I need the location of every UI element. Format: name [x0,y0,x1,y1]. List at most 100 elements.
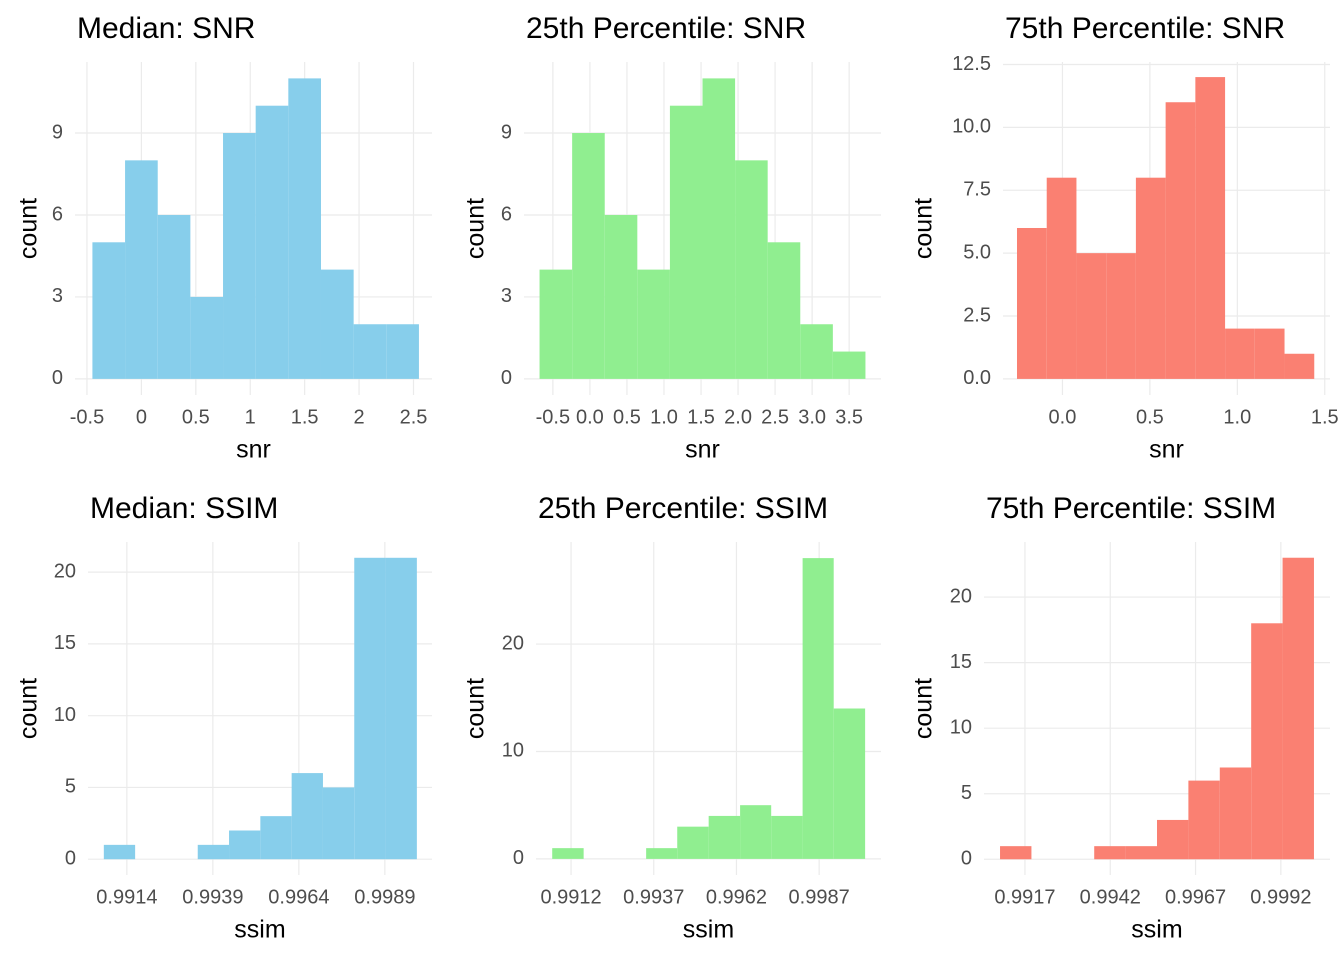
histogram-bar [604,214,638,379]
histogram-bar [833,708,866,859]
x-tick-label: 0.9942 [1080,886,1141,908]
histogram-bar [157,214,191,379]
histogram-bar [125,160,158,379]
x-tick-label: 2.0 [724,406,752,428]
histogram-bar [552,848,584,859]
x-tick-label: 3.5 [835,406,863,428]
chart-title: 75th Percentile: SSIM [986,492,1276,525]
x-tick-label: 0.9964 [268,886,329,908]
y-tick-label: 6 [501,203,512,225]
y-tick-label: 15 [54,632,76,654]
y-axis-title: count [910,678,938,739]
histogram-bar [1157,819,1189,860]
x-tick-label: 0.5 [613,406,641,428]
chart-title: Median: SSIM [90,492,278,525]
x-axis-title: ssim [683,916,734,944]
histogram-bar [288,78,321,379]
y-tick-label: 5 [65,776,76,798]
y-tick-label: 20 [502,632,524,654]
histogram-bar [767,242,801,379]
histogram-bar [637,269,670,379]
histogram-bar [1000,846,1032,860]
y-tick-label: 10 [54,704,76,726]
x-axis-title: ssim [1131,916,1182,944]
histogram-bar [1076,253,1107,379]
y-tick-label: 10.0 [952,116,991,138]
x-tick-label: -0.5 [70,406,104,428]
y-tick-label: 5 [961,782,972,804]
y-tick-label: 20 [54,560,76,582]
histogram-bar [740,805,772,859]
x-tick-label: 1.5 [291,406,319,428]
y-tick-label: 20 [950,585,972,607]
panel: 0.9914 0.9939 0.9964 0.9989 0 5 10 15 20 Median: … [15,492,432,944]
histogram-bar [353,324,387,379]
histogram-bar [1188,780,1220,860]
histogram-bar [1106,253,1136,379]
histogram-bar [832,351,866,379]
histogram-bar [320,269,354,379]
chart-title: 25th Percentile: SSIM [538,492,828,525]
histogram-bar [322,787,355,860]
x-tick-label: 2 [354,406,365,428]
y-tick-label: 2.5 [963,304,991,326]
x-tick-label: 1 [245,406,256,428]
histogram-bar [229,830,261,860]
histogram-bar [572,133,605,379]
histogram-bar [708,815,741,859]
histogram-bar [190,296,224,379]
histogram-bar [735,160,768,379]
histogram-bar [1282,557,1314,860]
histogram-bar [539,269,573,379]
histogram-bar [802,558,834,859]
chart-title: 25th Percentile: SNR [526,12,806,45]
panel: 0.0 0.5 1.0 1.5 0.0 2.5 5.0 7.5 10.0 12.5 75th Per… [910,12,1339,464]
histogram-bar [260,816,292,860]
y-tick-label: 0 [52,367,63,389]
y-tick-label: 5.0 [963,241,991,263]
y-tick-label: 9 [501,121,512,143]
x-tick-label: 2.5 [400,406,428,428]
histogram-bar [291,773,323,860]
histogram-bar [1195,77,1226,379]
histogram-bar [702,78,736,379]
histogram-bar [677,826,709,859]
histogram-bar [669,105,703,379]
histogram-bar [255,105,289,379]
chart-title: Median: SNR [77,12,255,45]
x-tick-label: 0.5 [1136,406,1164,428]
x-axis-title: snr [1149,436,1184,464]
y-tick-label: 15 [950,651,972,673]
panel: -0.5 0.0 0.5 1.0 1.5 2.0 2.5 3.0 3.5 0 3 6 9 25th Per… [462,12,881,464]
x-tick-label: 0.9987 [789,886,850,908]
y-tick-label: 3 [52,285,63,307]
x-tick-label: 1.0 [1223,406,1251,428]
y-axis-title: count [462,678,490,739]
histogram-bar [354,557,386,860]
y-tick-label: 10 [502,740,524,762]
y-axis-title: count [15,198,43,259]
y-tick-label: 6 [52,203,63,225]
x-axis-title: snr [236,436,271,464]
panel: 0.9912 0.9937 0.9962 0.9987 0 10 20 25th Percen… [462,492,881,944]
y-axis-title: count [462,198,490,259]
x-tick-label: 0.9937 [623,886,684,908]
x-tick-label: 0.9912 [540,886,601,908]
histogram-bar [800,324,833,379]
x-tick-label: 0.9939 [182,886,243,908]
x-tick-label: 1.5 [687,406,715,428]
histogram-bar [92,242,126,379]
histogram-bar [1016,227,1047,379]
y-tick-label: 3 [501,285,512,307]
histogram-bar [771,815,803,859]
x-tick-label: 2.5 [761,406,789,428]
histogram-bar [1219,767,1252,860]
histogram-bar [385,557,417,860]
x-tick-label: -0.5 [536,406,570,428]
x-tick-label: 0.9989 [354,886,415,908]
x-tick-label: 0.9992 [1250,886,1311,908]
chart-title: 75th Percentile: SNR [1005,12,1285,45]
x-tick-label: 0.9962 [706,886,767,908]
y-axis-title: count [910,198,938,259]
